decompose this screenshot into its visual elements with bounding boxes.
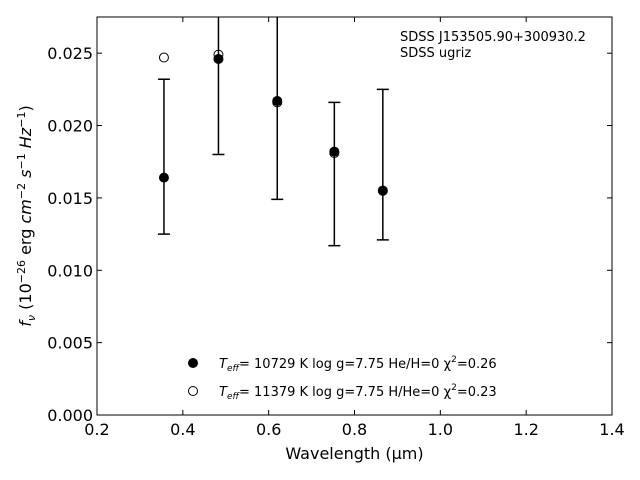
y-tick-label: 0.000 — [47, 406, 93, 425]
data-markers — [158, 49, 388, 196]
data-point-filled — [213, 53, 224, 64]
annotation-filters: SDSS ugriz — [400, 46, 471, 61]
annotation-object-name: SDSS J153505.90+300930.2 — [400, 30, 586, 45]
data-point-open — [158, 52, 169, 63]
x-tick-label: 1.2 — [513, 420, 538, 439]
x-tick-label: 0.8 — [342, 420, 367, 439]
legend-entry-filled: Teff= 10729 K log g=7.75 He/H=0 χ2=0.26 — [219, 355, 497, 374]
y-tick-label: 0.025 — [47, 44, 93, 63]
y-tick-label: 0.005 — [47, 334, 93, 353]
x-tick-label: 1.4 — [599, 420, 624, 439]
plot-frame — [96, 16, 613, 416]
plot-area — [157, 17, 389, 247]
x-axis-ticks: 0.2 0.4 0.6 0.8 1.0 1.2 1.4 — [84, 17, 625, 439]
y-tick-label: 0.015 — [47, 189, 93, 208]
legend-entry-open: Teff= 11379 K log g=7.75 H/He=0 χ2=0.23 — [219, 383, 497, 402]
x-tick-label: 0.2 — [84, 420, 109, 439]
data-point-filled — [272, 95, 283, 106]
y-tick-label: 0.010 — [47, 261, 93, 280]
x-tick-label: 0.6 — [256, 420, 281, 439]
x-axis-label: Wavelength (μm) — [285, 444, 423, 463]
y-axis-ticks: 0.000 0.005 0.010 0.015 0.020 0.025 — [47, 44, 612, 425]
data-point-filled — [329, 146, 340, 157]
data-point-filled — [158, 172, 169, 183]
error-bars — [157, 17, 389, 247]
x-tick-label: 1.0 — [428, 420, 453, 439]
y-axis-label: fν (10−26 erg cm−2 s−1 Hz−1) — [15, 105, 38, 326]
legend-marker-filled — [188, 358, 198, 368]
y-tick-label: 0.020 — [47, 117, 93, 136]
data-point-filled — [377, 185, 388, 196]
legend-marker-open — [188, 386, 198, 396]
legend: Teff= 10729 K log g=7.75 He/H=0 χ2=0.26 … — [188, 355, 497, 402]
x-tick-label: 0.4 — [170, 420, 195, 439]
